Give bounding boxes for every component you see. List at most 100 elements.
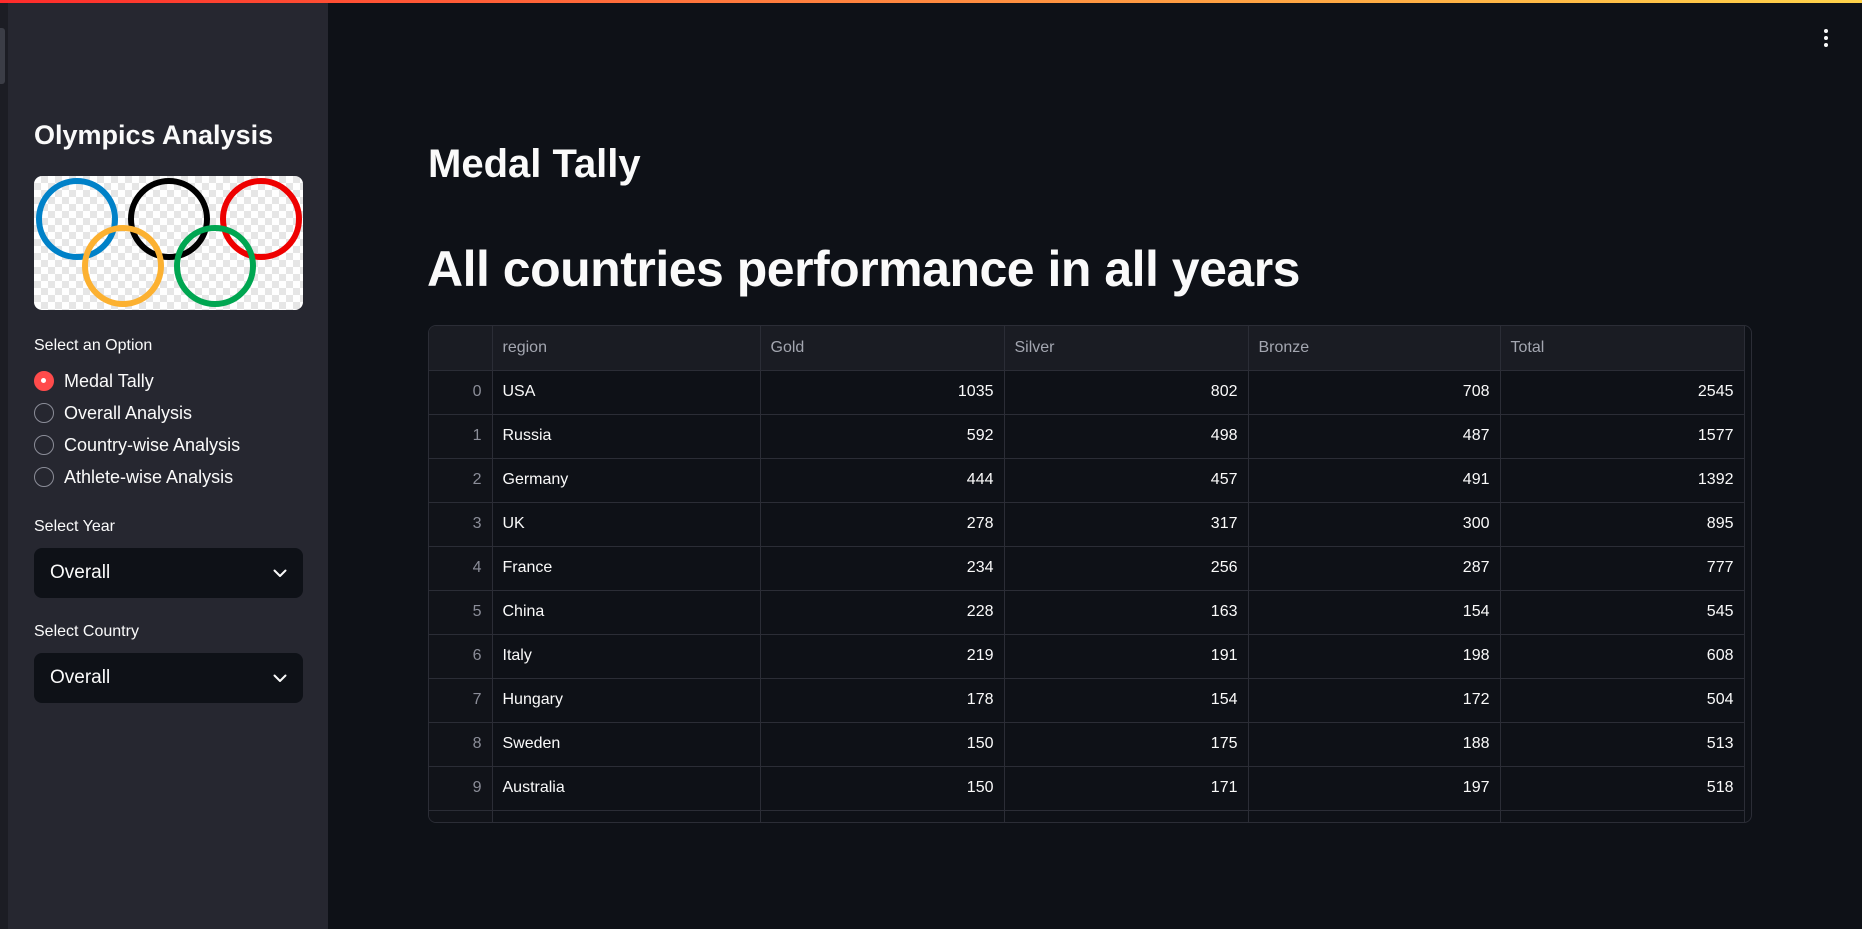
cell-region[interactable]: Hungary: [492, 678, 761, 723]
cell-bronze[interactable]: 197: [1248, 766, 1501, 811]
cell-region[interactable]: Sweden: [492, 722, 761, 767]
cell-bronze[interactable]: 287: [1248, 546, 1501, 591]
cell-total[interactable]: 2545: [1500, 370, 1745, 415]
column-header-total[interactable]: Total: [1500, 326, 1745, 371]
radio-overall-analysis[interactable]: Overall Analysis: [34, 401, 192, 425]
cell-index: 1: [429, 414, 493, 459]
cell-silver[interactable]: 171: [1004, 766, 1249, 811]
cell-gold[interactable]: 278: [760, 502, 1005, 547]
table-row[interactable]: 7 Hungary 178 154 172 504: [429, 678, 1745, 723]
radio-unchecked-icon[interactable]: [34, 403, 54, 423]
cell-silver[interactable]: 175: [1004, 722, 1249, 767]
data-grid: region Gold Silver Bronze Total 0 USA 10…: [429, 326, 1745, 822]
radio-checked-icon[interactable]: [34, 371, 54, 391]
cell-total[interactable]: 513: [1500, 722, 1745, 767]
cell-region[interactable]: USA: [492, 370, 761, 415]
cell-total[interactable]: 504: [1500, 678, 1745, 723]
cell-bronze[interactable]: 491: [1248, 458, 1501, 503]
column-header-silver[interactable]: Silver: [1004, 326, 1249, 371]
table-row[interactable]: 3 UK 278 317 300 895: [429, 502, 1745, 547]
cell-gold[interactable]: 1035: [760, 370, 1005, 415]
cell-gold[interactable]: 178: [760, 678, 1005, 723]
cell-bronze[interactable]: 198: [1248, 634, 1501, 679]
cell-silver[interactable]: 317: [1004, 502, 1249, 547]
sidebar-title: Olympics Analysis: [34, 120, 274, 150]
cell-index: 4: [429, 546, 493, 591]
cell-region[interactable]: Italy: [492, 634, 761, 679]
cell-region[interactable]: China: [492, 590, 761, 635]
cell-gold[interactable]: 234: [760, 546, 1005, 591]
cell-region[interactable]: Germany: [492, 458, 761, 503]
cell-region[interactable]: France: [492, 546, 761, 591]
cell-gold[interactable]: 150: [760, 766, 1005, 811]
section-heading: All countries performance in all years: [427, 241, 1301, 297]
column-header-region[interactable]: region: [492, 326, 761, 371]
radio-medal-tally[interactable]: Medal Tally: [34, 369, 154, 393]
cell-gold[interactable]: 150: [760, 722, 1005, 767]
table-row[interactable]: 0 USA 1035 802 708 2545: [429, 370, 1745, 415]
left-edge-strip: [0, 0, 8, 929]
chevron-down-icon: [273, 674, 287, 682]
year-select[interactable]: Overall: [34, 548, 303, 598]
cell-index: 7: [429, 678, 493, 723]
cell-index: 9: [429, 766, 493, 811]
year-select-value: Overall: [50, 562, 111, 583]
cell-total[interactable]: 777: [1500, 546, 1745, 591]
cell-silver[interactable]: 457: [1004, 458, 1249, 503]
cell-total[interactable]: 1392: [1500, 458, 1745, 503]
column-header-index[interactable]: [429, 326, 493, 371]
cell-total[interactable]: 1577: [1500, 414, 1745, 459]
table-row[interactable]: 9 Australia 150 171 197 518: [429, 766, 1745, 811]
country-label: Select Country: [34, 623, 139, 640]
cell-bronze[interactable]: 172: [1248, 678, 1501, 723]
cell-silver[interactable]: 163: [1004, 590, 1249, 635]
cell-bronze[interactable]: 154: [1248, 590, 1501, 635]
radio-country-wise-analysis[interactable]: Country-wise Analysis: [34, 433, 240, 457]
cell-region[interactable]: Australia: [492, 766, 761, 811]
table-row[interactable]: 6 Italy 219 191 198 608: [429, 634, 1745, 679]
table-row[interactable]: 5 China 228 163 154 545: [429, 590, 1745, 635]
cell-gold[interactable]: 228: [760, 590, 1005, 635]
cell-total[interactable]: 545: [1500, 590, 1745, 635]
cell-bronze[interactable]: 708: [1248, 370, 1501, 415]
cell-silver[interactable]: 256: [1004, 546, 1249, 591]
cell-region[interactable]: Russia: [492, 414, 761, 459]
cell-region[interactable]: UK: [492, 502, 761, 547]
kebab-menu-icon[interactable]: [1818, 26, 1834, 50]
cell-silver[interactable]: 191: [1004, 634, 1249, 679]
radio-unchecked-icon[interactable]: [34, 467, 54, 487]
cell-silver[interactable]: 154: [1004, 678, 1249, 723]
left-edge-tab: [0, 28, 5, 84]
cell-index: 2: [429, 458, 493, 503]
column-header-bronze[interactable]: Bronze: [1248, 326, 1501, 371]
table-row-partial: [429, 810, 1745, 822]
cell-gold[interactable]: 219: [760, 634, 1005, 679]
cell-total[interactable]: 518: [1500, 766, 1745, 811]
cell-gold[interactable]: 592: [760, 414, 1005, 459]
cell-total[interactable]: 608: [1500, 634, 1745, 679]
cell-silver[interactable]: 498: [1004, 414, 1249, 459]
cell-index: 6: [429, 634, 493, 679]
country-select[interactable]: Overall: [34, 653, 303, 703]
cell-bronze[interactable]: 188: [1248, 722, 1501, 767]
table-row[interactable]: 4 France 234 256 287 777: [429, 546, 1745, 591]
cell-bronze[interactable]: 487: [1248, 414, 1501, 459]
cell-total[interactable]: 895: [1500, 502, 1745, 547]
olympic-rings-icon: [36, 178, 302, 307]
cell-index: 0: [429, 370, 493, 415]
cell-silver[interactable]: 802: [1004, 370, 1249, 415]
radio-unchecked-icon[interactable]: [34, 435, 54, 455]
radio-label: Country-wise Analysis: [64, 434, 241, 455]
radio-label: Athlete-wise Analysis: [64, 466, 234, 487]
top-decoration-bar: [0, 0, 1862, 3]
cell-gold[interactable]: 444: [760, 458, 1005, 503]
table-row[interactable]: 2 Germany 444 457 491 1392: [429, 458, 1745, 503]
column-header-gold[interactable]: Gold: [760, 326, 1005, 371]
sidebar: Olympics Analysis Select an Option Medal…: [8, 0, 328, 929]
cell-bronze[interactable]: 300: [1248, 502, 1501, 547]
table-row[interactable]: 8 Sweden 150 175 188 513: [429, 722, 1745, 767]
table-row[interactable]: 1 Russia 592 498 487 1577: [429, 414, 1745, 459]
radio-label: Medal Tally: [64, 370, 154, 391]
medal-table[interactable]: region Gold Silver Bronze Total 0 USA 10…: [428, 325, 1752, 823]
radio-athlete-wise-analysis[interactable]: Athlete-wise Analysis: [34, 465, 233, 489]
